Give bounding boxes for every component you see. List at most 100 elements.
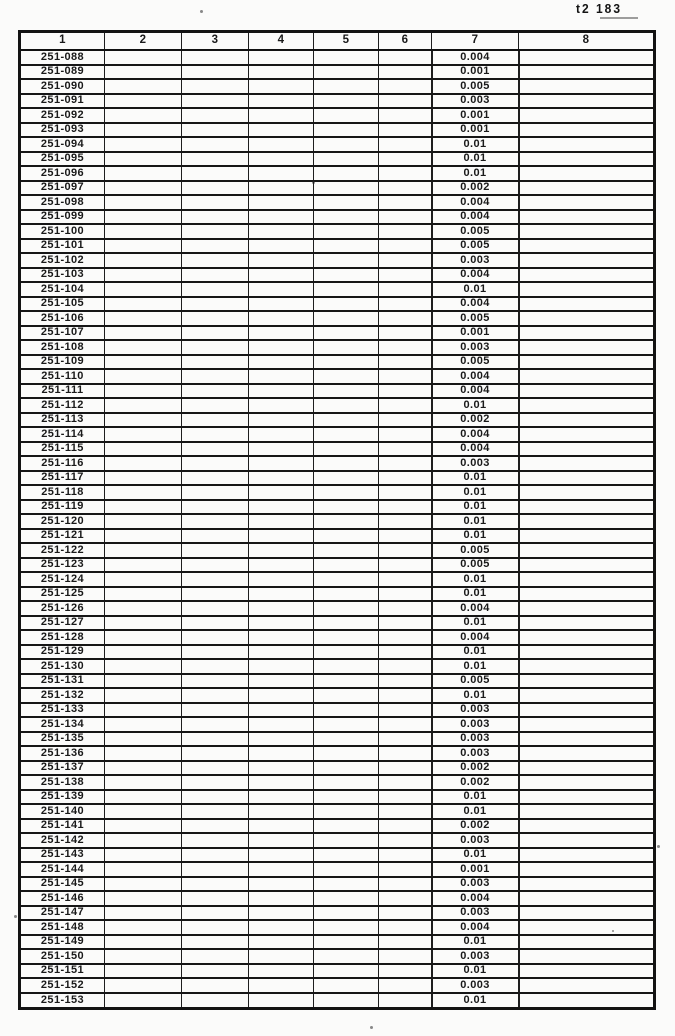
table-row: 251-124 0.01 — [18, 571, 655, 588]
scan-noise-dot — [14, 915, 17, 918]
cell-empty — [248, 281, 314, 298]
cell-empty — [104, 600, 182, 617]
cell-empty — [313, 687, 379, 704]
cell-empty — [181, 136, 249, 153]
cell-value: 0.003 — [430, 701, 520, 718]
cell-empty — [181, 629, 249, 646]
cell-value: 0.004 — [430, 426, 520, 443]
table-row: 251-121 0.01 — [18, 527, 655, 544]
cell-empty — [518, 832, 655, 849]
cell-empty — [181, 426, 249, 443]
scan-noise-dot — [312, 181, 315, 184]
cell-empty — [518, 933, 655, 950]
cell-empty — [104, 933, 182, 950]
cell-empty — [104, 948, 182, 965]
column-header-1: 1 — [19, 30, 105, 51]
cell-empty — [378, 948, 432, 965]
cell-empty — [313, 600, 379, 617]
cell-empty — [313, 266, 379, 283]
cell-empty — [518, 629, 655, 646]
cell-empty — [248, 426, 314, 443]
scan-noise-dot — [200, 10, 203, 13]
cell-value: 0.005 — [430, 78, 520, 95]
table-row: 251-095 0.01 — [18, 150, 655, 167]
cell-sample-id: 251-100 — [18, 223, 105, 240]
cell-empty — [181, 310, 249, 327]
cell-sample-id: 251-149 — [18, 933, 105, 950]
cell-empty — [518, 803, 655, 820]
cell-empty — [378, 498, 432, 515]
cell-empty — [181, 49, 249, 66]
cell-empty — [181, 774, 249, 791]
cell-value: 0.004 — [430, 600, 520, 617]
cell-empty — [104, 788, 182, 805]
cell-value: 0.002 — [430, 411, 520, 428]
cell-empty — [313, 571, 379, 588]
cell-empty — [181, 977, 249, 994]
cell-empty — [104, 339, 182, 356]
cell-empty — [104, 353, 182, 370]
table-row: 251-151 0.01 — [18, 962, 655, 979]
cell-empty — [313, 92, 379, 109]
cell-empty — [518, 295, 655, 312]
cell-empty — [313, 223, 379, 240]
scan-noise-dot — [612, 930, 614, 932]
cell-empty — [181, 165, 249, 182]
cell-empty — [104, 846, 182, 863]
cell-empty — [248, 208, 314, 225]
cell-empty — [248, 368, 314, 385]
cell-sample-id: 251-143 — [18, 846, 105, 863]
cell-empty — [378, 426, 432, 443]
cell-empty — [248, 890, 314, 907]
cell-empty — [313, 890, 379, 907]
cell-empty — [378, 658, 432, 675]
cell-empty — [518, 991, 655, 1010]
cell-empty — [378, 730, 432, 747]
cell-empty — [104, 832, 182, 849]
cell-value: 0.001 — [430, 121, 520, 138]
cell-empty — [248, 788, 314, 805]
cell-empty — [313, 49, 379, 66]
table-row: 251-109 0.005 — [18, 353, 655, 370]
table-row: 251-140 0.01 — [18, 803, 655, 820]
cell-empty — [518, 600, 655, 617]
cell-empty — [248, 629, 314, 646]
cell-empty — [248, 977, 314, 994]
cell-empty — [181, 788, 249, 805]
cell-sample-id: 251-153 — [18, 991, 105, 1010]
cell-empty — [104, 252, 182, 269]
table-row: 251-126 0.004 — [18, 600, 655, 617]
cell-empty — [181, 672, 249, 689]
cell-sample-id: 251-146 — [18, 890, 105, 907]
cell-sample-id: 251-131 — [18, 672, 105, 689]
cell-empty — [378, 382, 432, 399]
cell-sample-id: 251-116 — [18, 455, 105, 472]
cell-empty — [313, 556, 379, 573]
table-row: 251-133 0.003 — [18, 701, 655, 718]
table-row: 251-096 0.01 — [18, 165, 655, 182]
cell-empty — [248, 397, 314, 414]
table-row: 251-113 0.002 — [18, 411, 655, 428]
cell-empty — [181, 527, 249, 544]
cell-empty — [313, 484, 379, 501]
cell-empty — [313, 585, 379, 602]
cell-empty — [518, 179, 655, 196]
cell-value: 0.01 — [430, 397, 520, 414]
table-row: 251-120 0.01 — [18, 513, 655, 530]
cell-empty — [518, 774, 655, 791]
cell-sample-id: 251-097 — [18, 179, 105, 196]
cell-empty — [104, 150, 182, 167]
cell-empty — [181, 701, 249, 718]
cell-empty — [248, 179, 314, 196]
table-row: 251-091 0.003 — [18, 92, 655, 109]
cell-empty — [181, 179, 249, 196]
cell-value: 0.003 — [430, 832, 520, 849]
cell-empty — [181, 194, 249, 211]
cell-value: 0.005 — [430, 672, 520, 689]
cell-empty — [378, 832, 432, 849]
cell-empty — [313, 875, 379, 892]
cell-empty — [518, 614, 655, 631]
table-row: 251-146 0.004 — [18, 890, 655, 907]
cell-empty — [248, 440, 314, 457]
table-row: 251-093 0.001 — [18, 121, 655, 138]
